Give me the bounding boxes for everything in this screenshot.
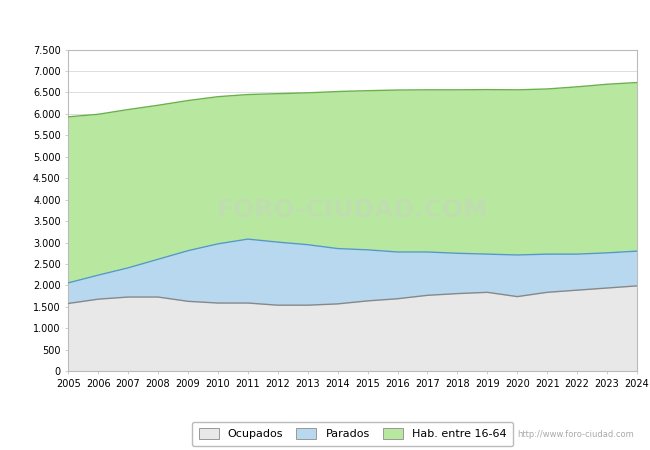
Text: Valsequillo de Gran Canaria - Evolucion de la poblacion en edad de Trabajar Novi: Valsequillo de Gran Canaria - Evolucion … (62, 16, 588, 27)
Legend: Ocupados, Parados, Hab. entre 16-64: Ocupados, Parados, Hab. entre 16-64 (192, 422, 513, 446)
Text: http://www.foro-ciudad.com: http://www.foro-ciudad.com (517, 430, 634, 439)
Text: FORO-CIUDAD.COM: FORO-CIUDAD.COM (216, 198, 489, 222)
